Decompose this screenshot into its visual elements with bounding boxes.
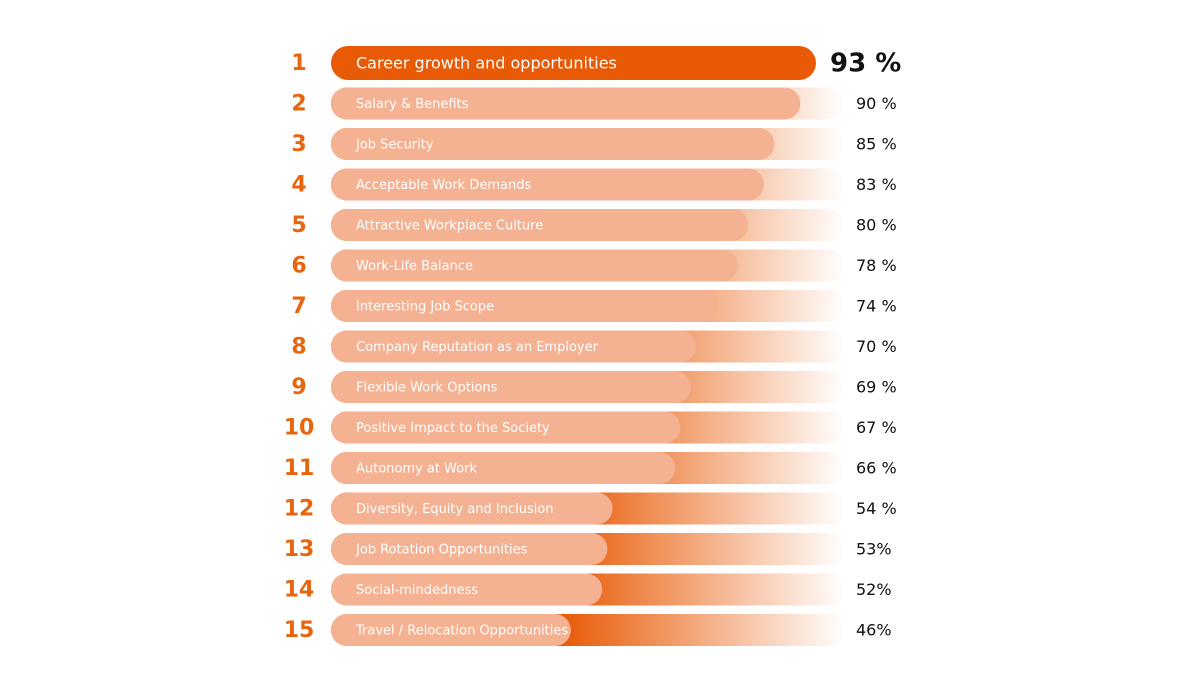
rank-label: 2 [291,92,306,117]
category-label: Autonomy at Work [356,462,477,477]
rank-label: 9 [291,375,306,400]
category-label: Diversity, Equity and Inclusion [356,502,554,517]
category-label: Flexible Work Options [356,381,498,396]
value-label: 74 % [856,297,897,316]
category-label: Job Security [355,138,434,153]
rank-label: 3 [291,132,306,157]
bar [331,614,571,646]
category-label: Interesting Job Scope [356,300,494,315]
value-label: 69 % [856,378,897,397]
bar [331,371,691,403]
category-label: Company Reputation as an Employer [356,340,599,355]
bar [331,290,717,322]
value-label: 53% [856,540,892,559]
bar [331,168,764,201]
value-label: 93 % [830,49,901,79]
bar [331,249,738,282]
value-label: 52% [856,580,892,599]
category-label: Positive Impact to the Society [356,421,550,436]
rank-label: 8 [291,335,306,360]
category-label: Attractive Workplace Culture [356,219,543,234]
category-label: Travel / Relocation Opportunities [355,624,568,639]
rank-label: 6 [291,254,306,279]
rank-label: 10 [284,416,315,441]
bar [331,452,676,484]
value-label: 90 % [856,94,897,113]
bar [331,533,608,565]
rank-label: 5 [291,213,306,238]
category-label: Salary & Benefits [356,97,469,112]
category-label: Acceptable Work Demands [356,178,531,193]
rank-label: 14 [284,578,315,603]
value-label: 70 % [856,337,897,356]
bar [331,87,801,120]
value-label: 67 % [856,418,897,437]
category-label: Job Rotation Opportunities [355,543,528,558]
value-label: 85 % [856,135,897,154]
rank-label: 4 [291,173,306,198]
bar [331,573,603,606]
bar [331,411,681,444]
value-label: 66 % [856,459,897,478]
category-label: Career growth and opportunities [356,54,617,73]
rank-label: 1 [291,51,306,76]
bar [331,330,697,363]
bar [331,128,775,160]
value-label: 78 % [856,256,897,275]
value-label: 46% [856,621,892,640]
rank-label: 12 [284,497,315,522]
bar [331,492,613,525]
bar [331,46,816,80]
value-label: 83 % [856,175,897,194]
value-label: 80 % [856,216,897,235]
rank-label: 15 [284,618,315,643]
category-label: Work-Life Balance [356,259,473,274]
value-label: 54 % [856,499,897,518]
rank-label: 11 [284,456,315,481]
rank-label: 13 [284,537,315,562]
rank-label: 7 [291,294,306,319]
category-label: Social-mindedness [356,583,478,598]
bar [331,209,749,241]
